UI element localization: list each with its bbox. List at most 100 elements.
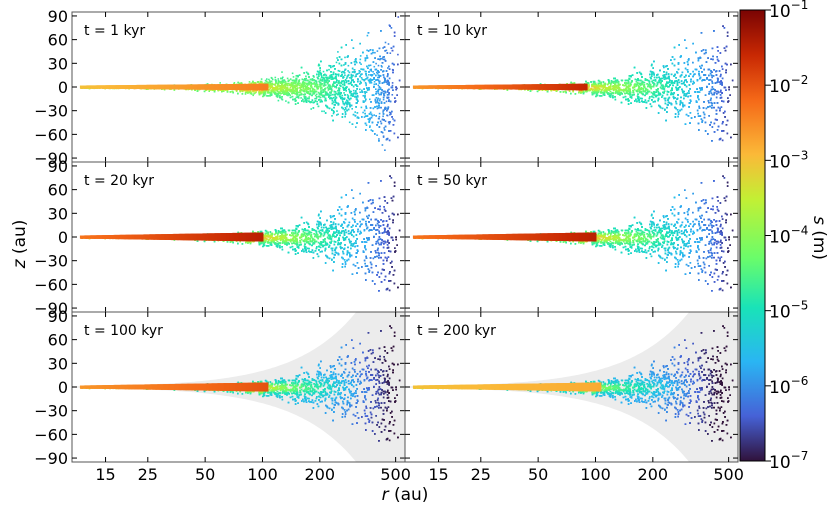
dust-point: [364, 78, 367, 80]
dust-point: [299, 88, 302, 91]
dust-point: [323, 78, 326, 80]
dust-point: [281, 71, 283, 73]
dust-point: [303, 95, 306, 97]
dust-point: [308, 101, 311, 103]
dust-point: [391, 84, 394, 87]
dust-point: [342, 80, 345, 82]
dust-point: [355, 84, 358, 86]
dust-point: [333, 106, 335, 109]
dust-point: [300, 97, 302, 99]
dust-point: [268, 78, 270, 81]
dust-point: [380, 93, 382, 96]
dust-point: [361, 89, 363, 92]
dust-point: [226, 89, 229, 92]
dust-point: [384, 125, 387, 128]
dust-point: [343, 97, 346, 100]
dust-point: [279, 94, 281, 97]
dust-point: [260, 78, 263, 80]
dust-point: [340, 85, 342, 88]
dust-point: [280, 88, 282, 91]
dust-point: [363, 109, 366, 112]
dust-point: [320, 91, 322, 93]
dust-point: [373, 73, 375, 75]
dust-point: [309, 78, 312, 81]
dust-point: [379, 58, 381, 61]
dust-point: [392, 118, 394, 120]
dust-point: [374, 106, 376, 108]
dust-point: [352, 79, 354, 81]
dust-point: [311, 87, 314, 90]
dust-point: [386, 109, 388, 112]
dust-point: [325, 99, 327, 102]
dust-point: [326, 76, 329, 79]
dust-point: [397, 53, 399, 56]
dust-point: [347, 97, 350, 100]
dust-point: [382, 47, 384, 49]
dust-point: [308, 92, 310, 95]
dust-point: [305, 98, 307, 101]
dust-point: [384, 79, 386, 82]
dust-point: [350, 81, 352, 84]
dust-point: [378, 80, 380, 83]
dust-point: [339, 84, 341, 87]
dust-point: [247, 92, 249, 94]
dust-point: [332, 101, 335, 103]
dust-point: [311, 99, 314, 101]
dust-point: [319, 82, 321, 84]
dust-point: [258, 82, 261, 85]
dust-point: [369, 111, 372, 114]
dust-point: [344, 79, 347, 81]
dust-point: [295, 77, 297, 80]
dust-point: [305, 79, 307, 82]
dust-point: [343, 103, 346, 106]
dust-point: [364, 92, 366, 95]
dust-point: [288, 89, 290, 91]
dust-point: [280, 77, 282, 80]
dust-point: [316, 73, 318, 76]
dust-point: [297, 95, 300, 98]
dust-point: [352, 113, 355, 116]
dust-point: [388, 93, 390, 96]
dust-point: [346, 103, 348, 106]
dust-point: [326, 78, 328, 80]
dust-point: [272, 87, 274, 89]
dust-point: [332, 77, 335, 80]
dust-point: [377, 74, 380, 77]
dust-point: [297, 87, 299, 89]
dust-point: [267, 92, 269, 94]
dust-point: [335, 102, 338, 104]
dust-point: [273, 89, 275, 92]
dust-point: [377, 58, 379, 60]
dust-point: [388, 99, 390, 101]
dust-point: [364, 95, 366, 97]
dust-point: [335, 75, 337, 78]
dust-point: [233, 82, 236, 84]
dust-point: [290, 83, 292, 85]
dust-point: [291, 79, 294, 82]
dust-point: [334, 68, 336, 70]
dust-point: [260, 92, 262, 95]
dust-point: [383, 58, 386, 61]
dust-point: [310, 86, 313, 88]
dust-point: [317, 64, 320, 67]
dust-point: [309, 90, 311, 93]
dust-point: [343, 109, 346, 111]
dust-point: [341, 83, 344, 86]
dust-point: [369, 107, 372, 109]
dust-point: [368, 80, 371, 83]
dust-point: [259, 80, 262, 83]
dust-point: [297, 81, 300, 83]
dust-point: [343, 89, 345, 91]
dust-point: [377, 97, 379, 100]
dust-point: [350, 76, 353, 78]
dust-point: [313, 92, 315, 94]
dust-point: [391, 86, 394, 89]
dust-point: [330, 91, 332, 94]
dust-point: [238, 82, 241, 85]
dust-point: [397, 136, 399, 139]
dust-point: [314, 94, 317, 97]
dust-point: [294, 84, 297, 87]
dust-point: [332, 83, 334, 86]
dust-point: [281, 86, 283, 88]
dust-point: [318, 73, 320, 75]
